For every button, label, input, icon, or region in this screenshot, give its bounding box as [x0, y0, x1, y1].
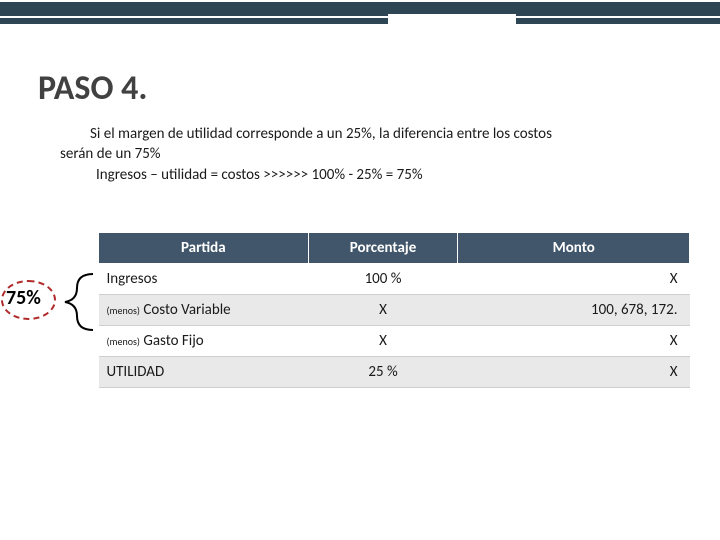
cell-monto: X — [458, 326, 690, 357]
cell-monto: X — [458, 357, 690, 388]
brace-icon — [57, 272, 97, 332]
description-line-3: Ingresos – utilidad = costos >>>>>> 100%… — [60, 165, 660, 185]
table-header-row: Partida Porcentaje Monto — [99, 233, 690, 264]
cost-table: Partida Porcentaje Monto Ingresos100 %X(… — [98, 232, 690, 388]
description: Si el margen de utilidad corresponde a u… — [60, 124, 660, 185]
cell-partida: UTILIDAD — [99, 357, 309, 388]
table-header-porcentaje: Porcentaje — [308, 233, 458, 264]
table-row: (menos) Costo VariableX100, 678, 172. — [99, 295, 690, 326]
cell-monto: X — [458, 264, 690, 295]
percent-label: 75% — [6, 286, 41, 310]
description-line-2: serán de un 75% — [60, 144, 660, 164]
cell-partida: (menos) Gasto Fijo — [99, 326, 309, 357]
cell-partida: Ingresos — [99, 264, 309, 295]
header-notch — [388, 14, 516, 26]
cell-porcentaje: 100 % — [308, 264, 458, 295]
cell-porcentaje: X — [308, 295, 458, 326]
table-row: (menos) Gasto FijoXX — [99, 326, 690, 357]
cell-porcentaje: 25 % — [308, 357, 458, 388]
table-row: Ingresos100 %X — [99, 264, 690, 295]
table-header-partida: Partida — [99, 233, 309, 264]
header-bar-thin — [0, 18, 720, 24]
description-line-1: Si el margen de utilidad corresponde a u… — [60, 125, 552, 143]
table-header-monto: Monto — [458, 233, 690, 264]
cell-porcentaje: X — [308, 326, 458, 357]
cell-partida: (menos) Costo Variable — [99, 295, 309, 326]
menos-label: (menos) — [107, 335, 140, 348]
header-bar-thick — [0, 2, 720, 16]
table-row: UTILIDAD25 %X — [99, 357, 690, 388]
page-title: PASO 4. — [38, 68, 147, 109]
cell-monto: 100, 678, 172. — [458, 295, 690, 326]
menos-label: (menos) — [107, 304, 140, 317]
